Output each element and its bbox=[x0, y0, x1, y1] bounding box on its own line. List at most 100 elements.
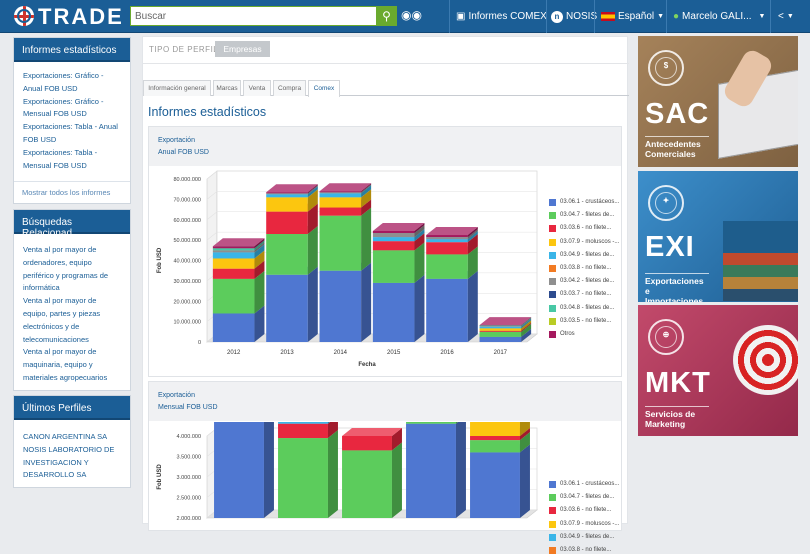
bar-segment bbox=[426, 235, 468, 237]
brand-name[interactable]: TRADE bbox=[38, 4, 124, 30]
perfil-type-badge[interactable]: Empresas bbox=[215, 41, 270, 57]
bar-segment bbox=[266, 193, 308, 194]
y-tick-label: 50.000.000 bbox=[173, 238, 201, 244]
sidebar-link-informe[interactable]: Exportaciones: Gráfico - Mensual FOB USD bbox=[23, 96, 122, 122]
legend-swatch bbox=[549, 534, 556, 541]
sidebar-link-perfil[interactable]: NOSIS LABORATORIO DE INVESTIGACION Y DES… bbox=[23, 444, 122, 482]
legend-swatch bbox=[549, 252, 556, 259]
legend-label: 03.03.8 - no filete... bbox=[560, 547, 611, 553]
informes-sidebar-box: Informes estadísticos Exportaciones: Grá… bbox=[13, 37, 131, 204]
bar-segment-side bbox=[456, 422, 466, 518]
network-icon: ✦ bbox=[648, 185, 684, 221]
bar-segment bbox=[342, 436, 392, 450]
sidebar-link-busqueda[interactable]: Venta al por mayor de maquinaria, equipo… bbox=[23, 346, 122, 384]
language-selector[interactable]: Español▼ bbox=[601, 0, 664, 33]
share-menu[interactable]: <▼ bbox=[778, 0, 794, 33]
y-axis-title: Fob USD bbox=[157, 247, 163, 273]
perfiles-sidebar-box: Últimos Perfiles CANON ARGENTINA SA NOSI… bbox=[13, 395, 131, 488]
ad-mkt[interactable]: ⊕ MKT Servicios de Marketing bbox=[638, 305, 798, 436]
busquedas-sidebar-title: Búsquedas Relacionad... bbox=[14, 210, 130, 234]
bar-segment-side bbox=[468, 271, 478, 342]
sidebar-link-busqueda[interactable]: Venta al por mayor de ordenadores, equip… bbox=[23, 244, 122, 295]
share-icon: < bbox=[778, 0, 784, 33]
bar-segment-side bbox=[361, 263, 371, 342]
trade-logo-icon[interactable] bbox=[14, 6, 34, 26]
bar-segment bbox=[480, 328, 522, 330]
tab-comex[interactable]: Comex bbox=[308, 80, 340, 97]
target-icon: ⊕ bbox=[648, 319, 684, 355]
bar-segment bbox=[470, 440, 520, 452]
y-tick-label: 2.500.000 bbox=[177, 496, 201, 502]
tab-informacion-general[interactable]: Información general bbox=[143, 80, 211, 96]
ad-exi[interactable]: ✦ EXI Exportaciones e Importaciones bbox=[638, 171, 798, 302]
perfiles-sidebar-title: Últimos Perfiles bbox=[14, 396, 130, 420]
bar-segment bbox=[266, 194, 308, 197]
search-button[interactable]: ⚲ bbox=[376, 6, 397, 26]
bar-segment bbox=[342, 450, 392, 518]
bar-segment bbox=[480, 325, 522, 326]
bar-segment bbox=[480, 337, 522, 342]
bar-segment bbox=[213, 269, 255, 279]
bar-segment bbox=[213, 279, 255, 314]
bar-segment-side bbox=[414, 275, 424, 342]
show-all-reports-link[interactable]: Mostrar todos los informes bbox=[14, 181, 130, 203]
user-icon: ● bbox=[673, 0, 679, 33]
ad-code: SAC bbox=[645, 98, 709, 131]
binoculars-icon[interactable]: ◉◉ bbox=[401, 8, 422, 22]
bar-segment bbox=[480, 326, 522, 327]
y-tick-label: 4.000.000 bbox=[177, 434, 201, 440]
busquedas-sidebar-box: Búsquedas Relacionad... Venta al por may… bbox=[13, 209, 131, 391]
legend-swatch bbox=[549, 318, 556, 325]
containers-image bbox=[723, 221, 798, 301]
bar-segment bbox=[213, 250, 255, 252]
chart-subtitle: Mensual FOB USD bbox=[158, 402, 613, 414]
bar-segment bbox=[266, 212, 308, 234]
sidebar-link-busqueda[interactable]: Venta al por mayor de equipo, partes y p… bbox=[23, 295, 122, 346]
bar-chart-icon: ▣ bbox=[456, 0, 465, 33]
bar-segment bbox=[278, 424, 328, 438]
legend-swatch bbox=[549, 521, 556, 528]
ad-sac[interactable]: $ SAC Antecedentes Comerciales bbox=[638, 36, 798, 167]
legend-label: 03.04.9 - filetes de... bbox=[560, 534, 614, 540]
user-menu[interactable]: ●Marcelo GALI...▼ bbox=[673, 0, 765, 33]
sidebar-link-informe[interactable]: Exportaciones: Tabla - Mensual FOB USD bbox=[23, 147, 122, 173]
x-tick-label: 2017 bbox=[494, 350, 508, 356]
tab-venta[interactable]: Venta bbox=[243, 80, 271, 96]
bar-segment bbox=[320, 192, 362, 193]
y-tick-label: 3.500.000 bbox=[177, 455, 201, 461]
legend-label: 03.03.7 - no filete... bbox=[560, 291, 611, 297]
bar-segment bbox=[480, 332, 522, 337]
bar-segment bbox=[320, 197, 362, 207]
tab-compra[interactable]: Compra bbox=[273, 80, 306, 96]
bar-segment bbox=[266, 197, 308, 211]
bar-segment bbox=[426, 279, 468, 342]
bar-segment bbox=[213, 248, 255, 250]
bar-segment bbox=[470, 422, 520, 436]
bar-segment bbox=[320, 271, 362, 342]
tab-marcas[interactable]: Marcas bbox=[213, 80, 241, 96]
y-tick-label: 20.000.000 bbox=[173, 299, 201, 305]
ad-subtitle: Antecedentes Comerciales bbox=[645, 136, 709, 159]
bar-segment-side bbox=[308, 267, 318, 342]
y-tick-label: 2.000.000 bbox=[177, 516, 201, 522]
chevron-down-icon: ▼ bbox=[787, 0, 794, 33]
bar-segment bbox=[426, 239, 468, 242]
search-input[interactable] bbox=[130, 6, 377, 26]
x-tick-label: 2013 bbox=[280, 350, 294, 356]
bar-segment bbox=[373, 233, 415, 237]
bar-segment bbox=[426, 242, 468, 254]
legend-swatch bbox=[549, 305, 556, 312]
sidebar-link-informe[interactable]: Exportaciones: Tabla - Anual FOB USD bbox=[23, 121, 122, 147]
sidebar-link-informe[interactable]: Exportaciones: Gráfico - Anual FOB USD bbox=[23, 70, 122, 96]
y-tick-label: 10.000.000 bbox=[173, 320, 201, 326]
legend-label: 03.03.6 - no filete... bbox=[560, 507, 611, 513]
legend-swatch bbox=[549, 331, 556, 338]
informes-comex-link[interactable]: ▣Informes COMEX bbox=[456, 0, 547, 33]
y-axis-title: Fob USD bbox=[157, 464, 163, 490]
sidebar-link-perfil[interactable]: CANON ARGENTINA SA bbox=[23, 431, 122, 444]
legend-label: 03.03.8 - no filete... bbox=[560, 265, 611, 271]
x-tick-label: 2014 bbox=[334, 350, 348, 356]
y-tick-label: 0 bbox=[198, 340, 201, 346]
